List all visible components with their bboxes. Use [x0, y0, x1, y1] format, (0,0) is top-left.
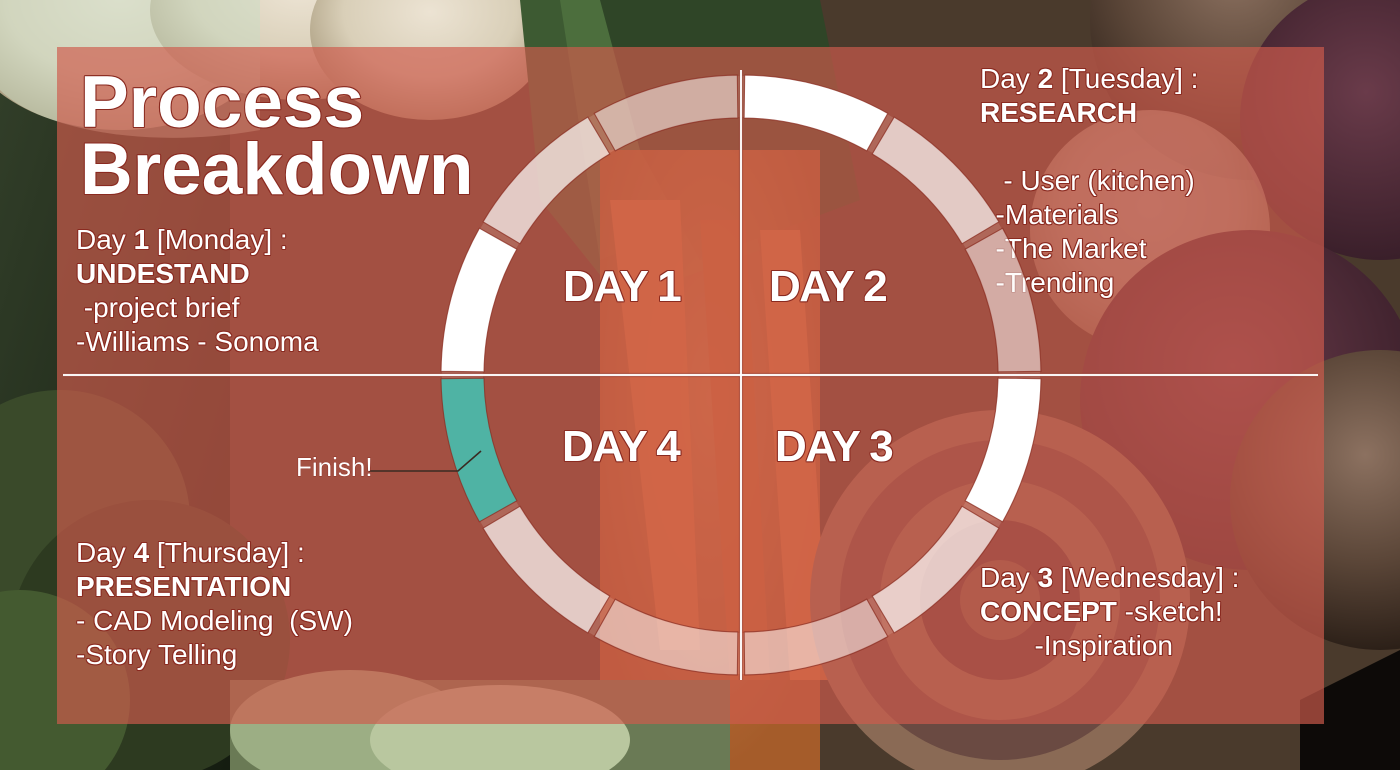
svg-text:Finish!: Finish! [296, 452, 373, 482]
